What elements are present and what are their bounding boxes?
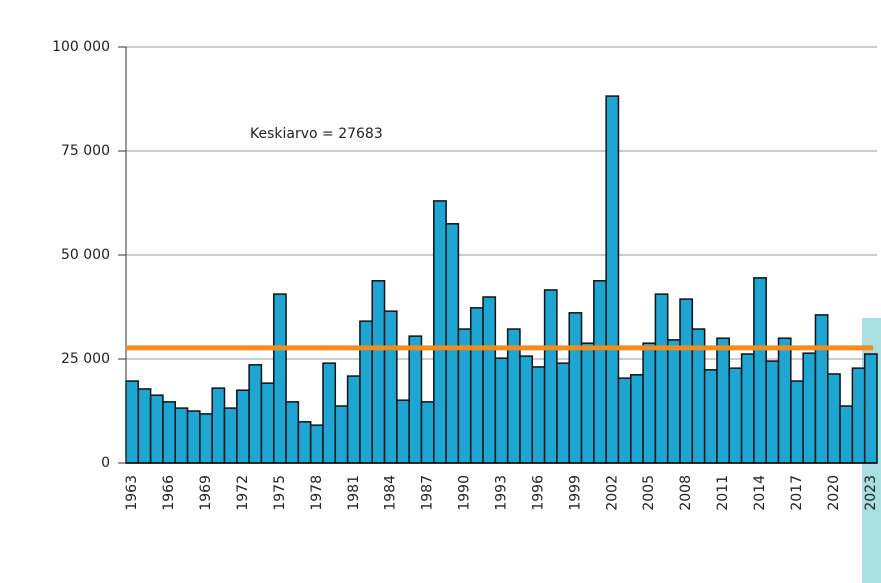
x-tick-label: 2011 (715, 475, 731, 511)
x-tick-label: 2005 (641, 475, 657, 511)
bar (445, 223, 460, 464)
bar (728, 367, 743, 464)
y-tick-label: 25 000 (61, 351, 110, 367)
bar (396, 399, 410, 464)
bar (827, 373, 841, 464)
bar (433, 200, 447, 464)
x-tick-label: 2017 (789, 475, 805, 511)
bar (716, 337, 731, 464)
x-tick-label: 1969 (198, 475, 214, 511)
bar (236, 389, 250, 464)
bar (654, 293, 669, 464)
bar (408, 335, 423, 464)
bar (580, 342, 595, 464)
x-tick-label: 1999 (567, 475, 583, 511)
y-tick-label: 75 000 (61, 143, 110, 159)
bar (186, 410, 201, 464)
y-tick-label: 50 000 (61, 247, 110, 263)
bar (703, 369, 718, 464)
x-tick-label: 2002 (604, 475, 620, 511)
x-tick-label: 1981 (346, 475, 362, 511)
x-tick-label: 1963 (124, 475, 140, 511)
x-tick-label: 2023 (863, 475, 879, 511)
bar (543, 289, 558, 464)
x-tick-label: 2020 (826, 475, 842, 511)
bar (630, 374, 644, 464)
bar (260, 382, 275, 464)
bar (285, 401, 300, 464)
x-tick-label: 1990 (457, 475, 473, 511)
bar (556, 362, 570, 464)
bar (863, 353, 878, 464)
x-tick-label: 1984 (383, 475, 399, 511)
y-tick-label: 0 (101, 455, 110, 471)
bar (162, 401, 176, 464)
bar (851, 367, 866, 464)
bar (679, 298, 694, 464)
bar (494, 357, 509, 464)
bar (531, 366, 546, 464)
bar (297, 421, 312, 464)
x-tick-label: 1975 (272, 475, 288, 511)
x-tick-label: 1966 (161, 475, 177, 511)
bar (666, 339, 681, 464)
bar (765, 360, 780, 464)
bar (309, 424, 324, 464)
x-tick-label: 1993 (494, 475, 510, 511)
x-tick-label: 1987 (420, 475, 436, 511)
annotation: Keskiarvo = 27683 (250, 126, 383, 142)
bar (802, 352, 817, 464)
bar (519, 355, 534, 464)
bar (814, 314, 829, 464)
bar (371, 280, 386, 464)
y-tick-label: 100 000 (52, 39, 110, 55)
bar (790, 380, 804, 464)
x-tick-label: 1972 (235, 475, 251, 511)
bar (777, 337, 792, 464)
bar (322, 362, 337, 464)
bar (248, 364, 263, 464)
bar (334, 405, 349, 464)
bar (223, 407, 238, 464)
bar (174, 407, 189, 464)
bar (740, 353, 755, 464)
bar (199, 413, 213, 464)
bar (420, 401, 435, 464)
bar (137, 388, 152, 464)
bar (753, 277, 767, 464)
bar (469, 307, 484, 464)
bar (346, 375, 361, 464)
bar (272, 293, 287, 464)
bar (383, 310, 398, 464)
bar (839, 405, 854, 464)
bar (359, 320, 373, 464)
bar (605, 95, 620, 464)
bar (149, 394, 164, 464)
bar (482, 296, 497, 464)
x-tick-label: 1996 (530, 475, 546, 511)
bar (593, 280, 607, 464)
bar (642, 342, 657, 464)
bar (617, 377, 632, 464)
bar (211, 387, 226, 464)
x-tick-label: 2008 (678, 475, 694, 511)
x-tick-label: 1978 (309, 475, 325, 511)
x-tick-label: 2014 (752, 475, 768, 511)
bar (568, 312, 583, 464)
bar (125, 380, 140, 464)
